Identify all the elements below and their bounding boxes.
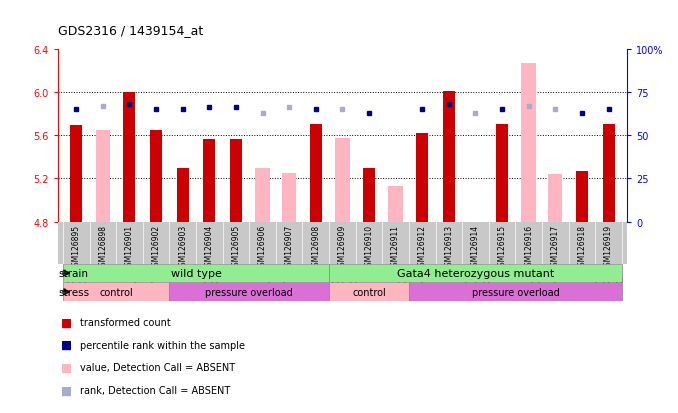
Bar [443,92,455,222]
Text: GSM126907: GSM126907 [285,224,294,271]
Bar [388,187,403,222]
Bar [256,168,270,222]
Bar [63,264,329,283]
Bar [335,139,350,222]
Bar [496,125,508,222]
Bar [96,131,110,222]
Text: GDS2316 / 1439154_at: GDS2316 / 1439154_at [58,24,203,37]
Text: GSM126909: GSM126909 [338,224,347,271]
Text: GSM126895: GSM126895 [72,224,81,270]
Text: GSM126902: GSM126902 [152,224,161,270]
Text: GSM126906: GSM126906 [258,224,267,271]
Text: pressure overload: pressure overload [471,287,559,297]
Text: Gata4 heterozygous mutant: Gata4 heterozygous mutant [397,268,554,278]
Bar [576,171,588,222]
Text: control: control [99,287,133,297]
Text: value, Detection Call = ABSENT: value, Detection Call = ABSENT [80,363,235,373]
Text: GSM126916: GSM126916 [524,224,533,270]
Text: wild type: wild type [171,268,222,278]
Text: GSM126910: GSM126910 [365,224,374,270]
Text: GSM126898: GSM126898 [98,224,107,270]
Bar [71,126,82,222]
Text: GSM126901: GSM126901 [125,224,134,270]
Text: GSM126918: GSM126918 [578,224,586,270]
Text: GSM126912: GSM126912 [418,224,426,270]
Text: GSM126919: GSM126919 [604,224,613,270]
Text: GSM126914: GSM126914 [471,224,480,270]
Text: ■: ■ [61,316,72,329]
Bar [521,64,536,222]
Text: GSM126915: GSM126915 [498,224,506,270]
Bar [150,131,162,222]
Bar [603,125,614,222]
Text: rank, Detection Call = ABSENT: rank, Detection Call = ABSENT [80,385,231,395]
Bar [203,140,216,222]
Text: pressure overload: pressure overload [205,287,293,297]
Text: GSM126908: GSM126908 [311,224,320,270]
Text: strain: strain [58,268,88,278]
Bar [310,125,322,222]
Text: ■: ■ [61,384,72,397]
Text: percentile rank within the sample: percentile rank within the sample [80,340,245,350]
Text: GSM126904: GSM126904 [205,224,214,271]
Text: ■: ■ [61,361,72,374]
Bar [282,173,296,222]
Text: transformed count: transformed count [80,317,171,327]
Bar [63,283,170,301]
Bar [329,283,409,301]
Bar [177,168,188,222]
Bar [409,283,622,301]
Text: GSM126903: GSM126903 [178,224,187,271]
Text: stress: stress [58,287,89,297]
Bar [230,140,242,222]
Bar [363,168,375,222]
Bar [548,175,563,222]
Text: control: control [352,287,386,297]
Bar [416,134,428,222]
Text: GSM126913: GSM126913 [444,224,454,270]
Bar [329,264,622,283]
Text: GSM126917: GSM126917 [551,224,560,270]
Text: ■: ■ [61,338,72,351]
Text: GSM126905: GSM126905 [231,224,241,271]
Bar [123,93,136,222]
Text: GSM126911: GSM126911 [391,224,400,270]
Bar [170,283,329,301]
